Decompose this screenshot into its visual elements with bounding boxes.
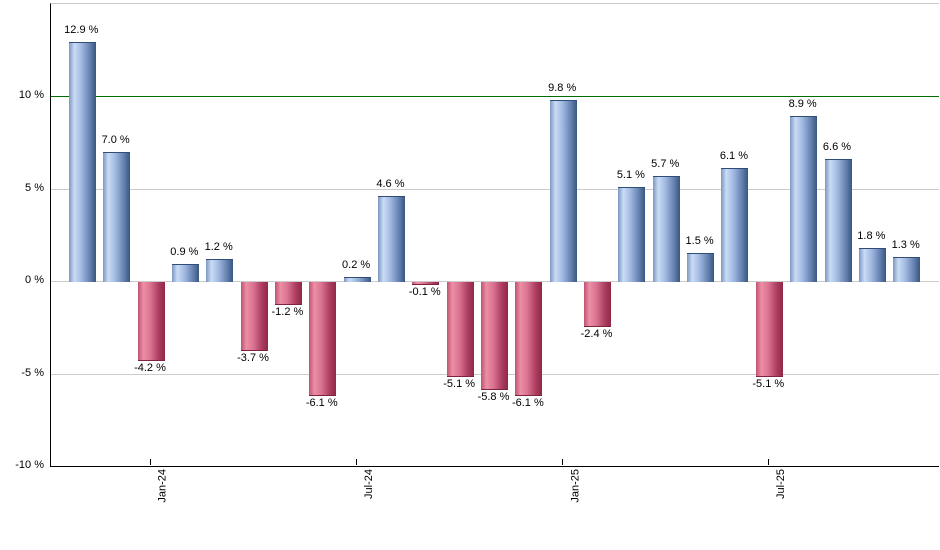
- positive-bar-14: [549, 99, 577, 282]
- bar-value-label: 9.8 %: [548, 81, 577, 94]
- positive-bar-1: [103, 151, 131, 282]
- positive-bar-21: [790, 116, 818, 282]
- negative-bar-5: [240, 282, 268, 352]
- y-axis-label: 0 %: [25, 274, 44, 286]
- bar-value-label: 1.2 %: [204, 240, 233, 253]
- bar-value-label: 4.6 %: [376, 177, 405, 190]
- negative-bar-6: [274, 282, 302, 306]
- bar-value-label: -3.7 %: [237, 352, 269, 365]
- y-axis-label: 5 %: [25, 181, 44, 194]
- bar-value-label: 6.1 %: [719, 150, 748, 163]
- bar-value-label: -6.1 %: [511, 396, 544, 409]
- positive-bar-22: [824, 158, 852, 282]
- positive-bar-16: [618, 186, 646, 282]
- bar-value-label: -5.1 %: [443, 378, 476, 391]
- bar-value-label: -0.1 %: [408, 285, 441, 298]
- negative-bar-7: [309, 282, 337, 396]
- negative-bar-10: [412, 282, 440, 285]
- x-axis-label: Jan-24: [157, 469, 169, 503]
- positive-bar-0: [68, 42, 96, 282]
- bar-value-label: -6.1 %: [305, 396, 338, 409]
- negative-bar-11: [446, 282, 474, 378]
- bar-value-label: 1.5 %: [685, 235, 714, 248]
- bar-value-label: -2.4 %: [580, 328, 613, 341]
- bar-value-label: 6.6 %: [822, 140, 852, 153]
- y-axis-label: -5 %: [21, 366, 44, 379]
- bar-value-label: -1.2 %: [271, 306, 304, 319]
- x-axis-tick: [768, 459, 770, 465]
- negative-bar-20: [755, 282, 783, 378]
- bar-value-label: -5.1 %: [752, 378, 785, 391]
- negative-bar-15: [584, 282, 612, 328]
- bar-value-label: 0.2 %: [342, 259, 371, 272]
- bar-value-label: 1.8 %: [857, 229, 886, 242]
- positive-bar-17: [652, 175, 680, 282]
- bar-value-label: 5.1 %: [616, 168, 645, 181]
- bar-value-label: 8.9 %: [788, 98, 817, 111]
- gridline-5pct: [51, 188, 939, 190]
- bar-value-label: 5.7 %: [651, 157, 680, 170]
- positive-bar-24: [893, 256, 921, 282]
- x-axis-label: Jul-25: [775, 469, 788, 499]
- x-axis-tick: [356, 459, 358, 465]
- negative-bar-12: [481, 282, 508, 391]
- y-axis-label: 10 %: [18, 89, 44, 101]
- bar-value-label: -4.2 %: [134, 361, 166, 374]
- bar-value-label: -5.8 %: [477, 391, 510, 404]
- positive-bar-8: [343, 277, 371, 282]
- gridline-0pct: [51, 281, 939, 282]
- x-axis-label: Jan-25: [569, 469, 582, 503]
- bar-value-label: 7.0 %: [101, 133, 130, 146]
- bar-value-label: 0.9 %: [170, 246, 199, 259]
- bar-value-label: 1.3 %: [891, 238, 920, 251]
- threshold-line-10pct: [51, 96, 939, 97]
- x-axis-tick: [150, 459, 151, 465]
- x-axis-tick: [562, 459, 564, 465]
- positive-bar-3: [171, 264, 199, 282]
- x-axis-label: Jul-24: [363, 469, 376, 499]
- plot-area: [50, 3, 939, 467]
- y-axis-label: -10 %: [15, 459, 44, 471]
- bar-value-label: 12.9 %: [64, 24, 99, 37]
- positive-bar-9: [377, 195, 405, 282]
- positive-bar-23: [858, 247, 886, 282]
- positive-bar-4: [206, 258, 234, 282]
- positive-bar-18: [687, 253, 715, 282]
- negative-bar-13: [515, 282, 543, 396]
- negative-bar-2: [137, 282, 165, 361]
- positive-bar-19: [721, 168, 749, 282]
